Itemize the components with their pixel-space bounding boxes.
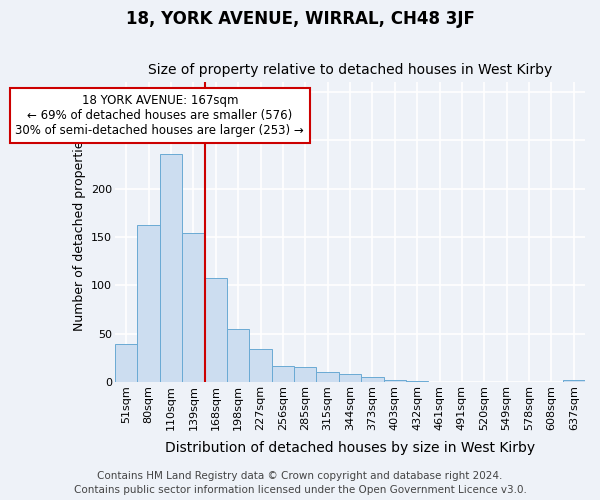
Bar	[137, 226, 160, 382]
Bar	[383, 380, 406, 382]
Bar	[205, 278, 227, 382]
Text: 18, YORK AVENUE, WIRRAL, CH48 3JF: 18, YORK AVENUE, WIRRAL, CH48 3JF	[125, 10, 475, 28]
Bar	[227, 329, 250, 382]
Title: Size of property relative to detached houses in West Kirby: Size of property relative to detached ho…	[148, 63, 552, 77]
Y-axis label: Number of detached properties: Number of detached properties	[73, 134, 86, 330]
Bar	[250, 349, 272, 382]
Bar	[160, 154, 182, 382]
Bar	[316, 372, 339, 382]
Bar	[182, 233, 205, 382]
Bar	[361, 377, 383, 382]
Bar	[294, 366, 316, 382]
Bar	[115, 344, 137, 382]
Bar	[563, 380, 585, 382]
Text: 18 YORK AVENUE: 167sqm
← 69% of detached houses are smaller (576)
30% of semi-de: 18 YORK AVENUE: 167sqm ← 69% of detached…	[16, 94, 304, 137]
X-axis label: Distribution of detached houses by size in West Kirby: Distribution of detached houses by size …	[165, 441, 535, 455]
Bar	[406, 381, 428, 382]
Text: Contains HM Land Registry data © Crown copyright and database right 2024.
Contai: Contains HM Land Registry data © Crown c…	[74, 471, 526, 495]
Bar	[272, 366, 294, 382]
Bar	[339, 374, 361, 382]
